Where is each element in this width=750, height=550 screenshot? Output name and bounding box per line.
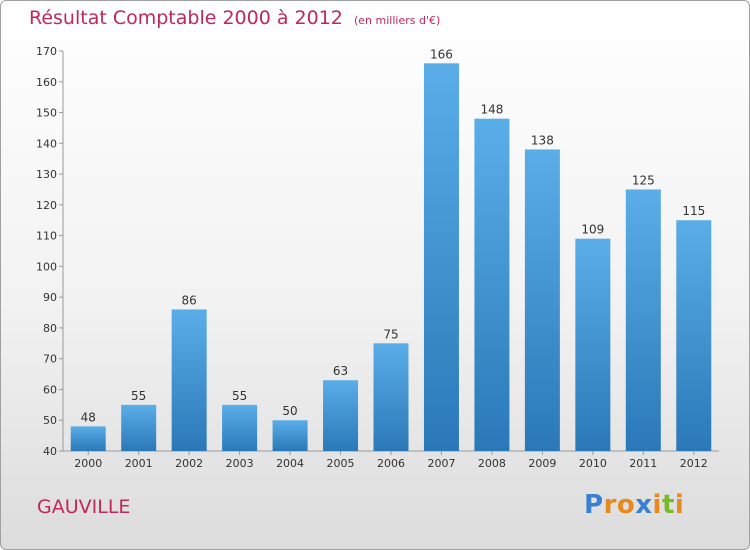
value-label-2006: 75 — [383, 327, 398, 341]
x-tick-label-2000: 2000 — [74, 457, 102, 470]
bar-2010 — [575, 238, 611, 451]
chart-title: Résultat Comptable 2000 à 2012 — [29, 7, 343, 29]
logo-letter: i — [674, 490, 685, 520]
value-label-2009: 138 — [531, 133, 554, 147]
chart-subtitle: (en milliers d'€) — [353, 14, 441, 27]
y-tick-label: 150 — [36, 107, 57, 120]
x-tick-label-2012: 2012 — [680, 457, 708, 470]
x-tick-label-2003: 2003 — [226, 457, 254, 470]
logo-letter: P — [584, 490, 604, 520]
value-label-2011: 125 — [632, 173, 655, 187]
value-label-2001: 55 — [131, 389, 146, 403]
y-tick-label: 130 — [36, 168, 57, 181]
x-tick-label-2002: 2002 — [175, 457, 203, 470]
logo-letter: t — [661, 490, 675, 520]
proxiti-logo: Proxiti — [584, 490, 684, 520]
logo-letter: x — [635, 490, 653, 520]
logo-letter: o — [616, 490, 636, 520]
bar-2004 — [272, 420, 308, 451]
bar-2009 — [524, 149, 560, 451]
value-label-2008: 148 — [480, 103, 503, 117]
y-tick-label: 100 — [36, 260, 57, 273]
bar-2008 — [474, 118, 510, 451]
bar-2011 — [625, 189, 661, 451]
value-label-2002: 86 — [182, 293, 197, 307]
bar-2002 — [171, 309, 207, 451]
logo-letter: r — [603, 490, 617, 520]
x-tick-label-2001: 2001 — [125, 457, 153, 470]
bar-2006 — [373, 343, 409, 451]
bar-2000 — [70, 426, 106, 451]
x-tick-label-2007: 2007 — [427, 457, 455, 470]
x-tick-label-2009: 2009 — [528, 457, 556, 470]
bar-2001 — [121, 404, 157, 451]
value-label-2007: 166 — [430, 47, 453, 61]
logo-letter: i — [652, 490, 662, 520]
y-tick-label: 90 — [43, 291, 57, 304]
y-tick-label: 140 — [36, 137, 57, 150]
value-label-2004: 50 — [282, 404, 297, 418]
y-tick-label: 70 — [43, 353, 57, 366]
value-label-2012: 115 — [682, 204, 705, 218]
y-tick-label: 170 — [36, 45, 57, 58]
x-tick-label-2004: 2004 — [276, 457, 304, 470]
value-label-2005: 63 — [333, 364, 348, 378]
bar-2005 — [323, 380, 359, 451]
value-label-2003: 55 — [232, 389, 247, 403]
commune-name: GAUVILLE — [37, 496, 131, 518]
y-tick-label: 110 — [36, 230, 57, 243]
title-block: Résultat Comptable 2000 à 2012 (en milli… — [29, 7, 440, 29]
x-tick-label-2006: 2006 — [377, 457, 405, 470]
y-tick-label: 160 — [36, 76, 57, 89]
y-tick-label: 50 — [43, 414, 57, 427]
x-tick-label-2005: 2005 — [327, 457, 355, 470]
y-tick-label: 60 — [43, 383, 57, 396]
bar-2007 — [423, 63, 459, 452]
bar-2012 — [676, 220, 712, 451]
x-tick-label-2011: 2011 — [629, 457, 657, 470]
x-tick-label-2010: 2010 — [579, 457, 607, 470]
value-label-2010: 109 — [581, 223, 604, 237]
y-tick-label: 120 — [36, 199, 57, 212]
x-tick-label-2008: 2008 — [478, 457, 506, 470]
y-tick-label: 40 — [43, 445, 57, 458]
y-tick-label: 80 — [43, 322, 57, 335]
value-label-2000: 48 — [81, 410, 96, 424]
bar-2003 — [222, 404, 258, 451]
